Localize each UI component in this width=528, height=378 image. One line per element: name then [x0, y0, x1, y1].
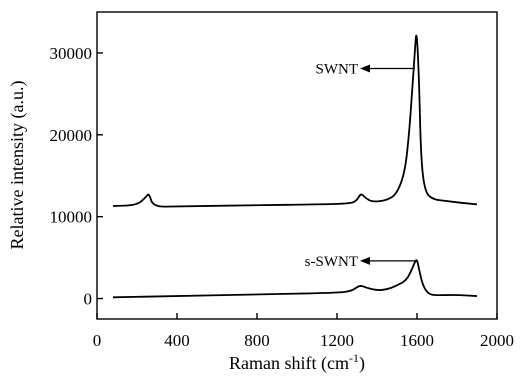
y-axis-label: Relative intensity (a.u.) — [7, 81, 28, 250]
y-tick-label: 30000 — [50, 44, 93, 63]
plot-frame — [96, 11, 498, 320]
annotations: SWNT s-SWNT — [305, 61, 415, 270]
x-axis-ticks: 0 400 800 1200 1600 2000 — [93, 313, 514, 350]
y-axis-ticks: 0 10000 20000 30000 — [50, 44, 103, 309]
series-line-s-swnt — [112, 259, 478, 299]
x-axis-label-end: ) — [359, 353, 365, 374]
y-tick-label: 20000 — [50, 126, 93, 145]
data-series — [112, 34, 478, 299]
plot-area — [96, 11, 498, 320]
x-axis-label: Raman shift (cm-1) — [229, 351, 365, 374]
x-tick-label: 0 — [93, 331, 102, 350]
x-axis-label-main: Raman shift (cm — [229, 353, 349, 374]
annotation-label-swnt: SWNT — [316, 61, 359, 77]
x-axis-label-sup: -1 — [349, 351, 359, 365]
series-line-swnt — [112, 34, 478, 208]
y-tick-label: 0 — [84, 290, 93, 309]
annotation-arrowhead-s-swnt — [360, 256, 370, 265]
x-tick-label: 2000 — [480, 331, 514, 350]
x-tick-label: 1200 — [320, 331, 354, 350]
x-tick-label: 800 — [244, 331, 270, 350]
y-tick-label: 10000 — [50, 208, 93, 227]
annotation-label-s-swnt: s-SWNT — [305, 254, 358, 270]
x-tick-label: 1600 — [400, 331, 434, 350]
x-tick-label: 400 — [164, 331, 190, 350]
annotation-arrowhead-swnt — [360, 64, 370, 73]
